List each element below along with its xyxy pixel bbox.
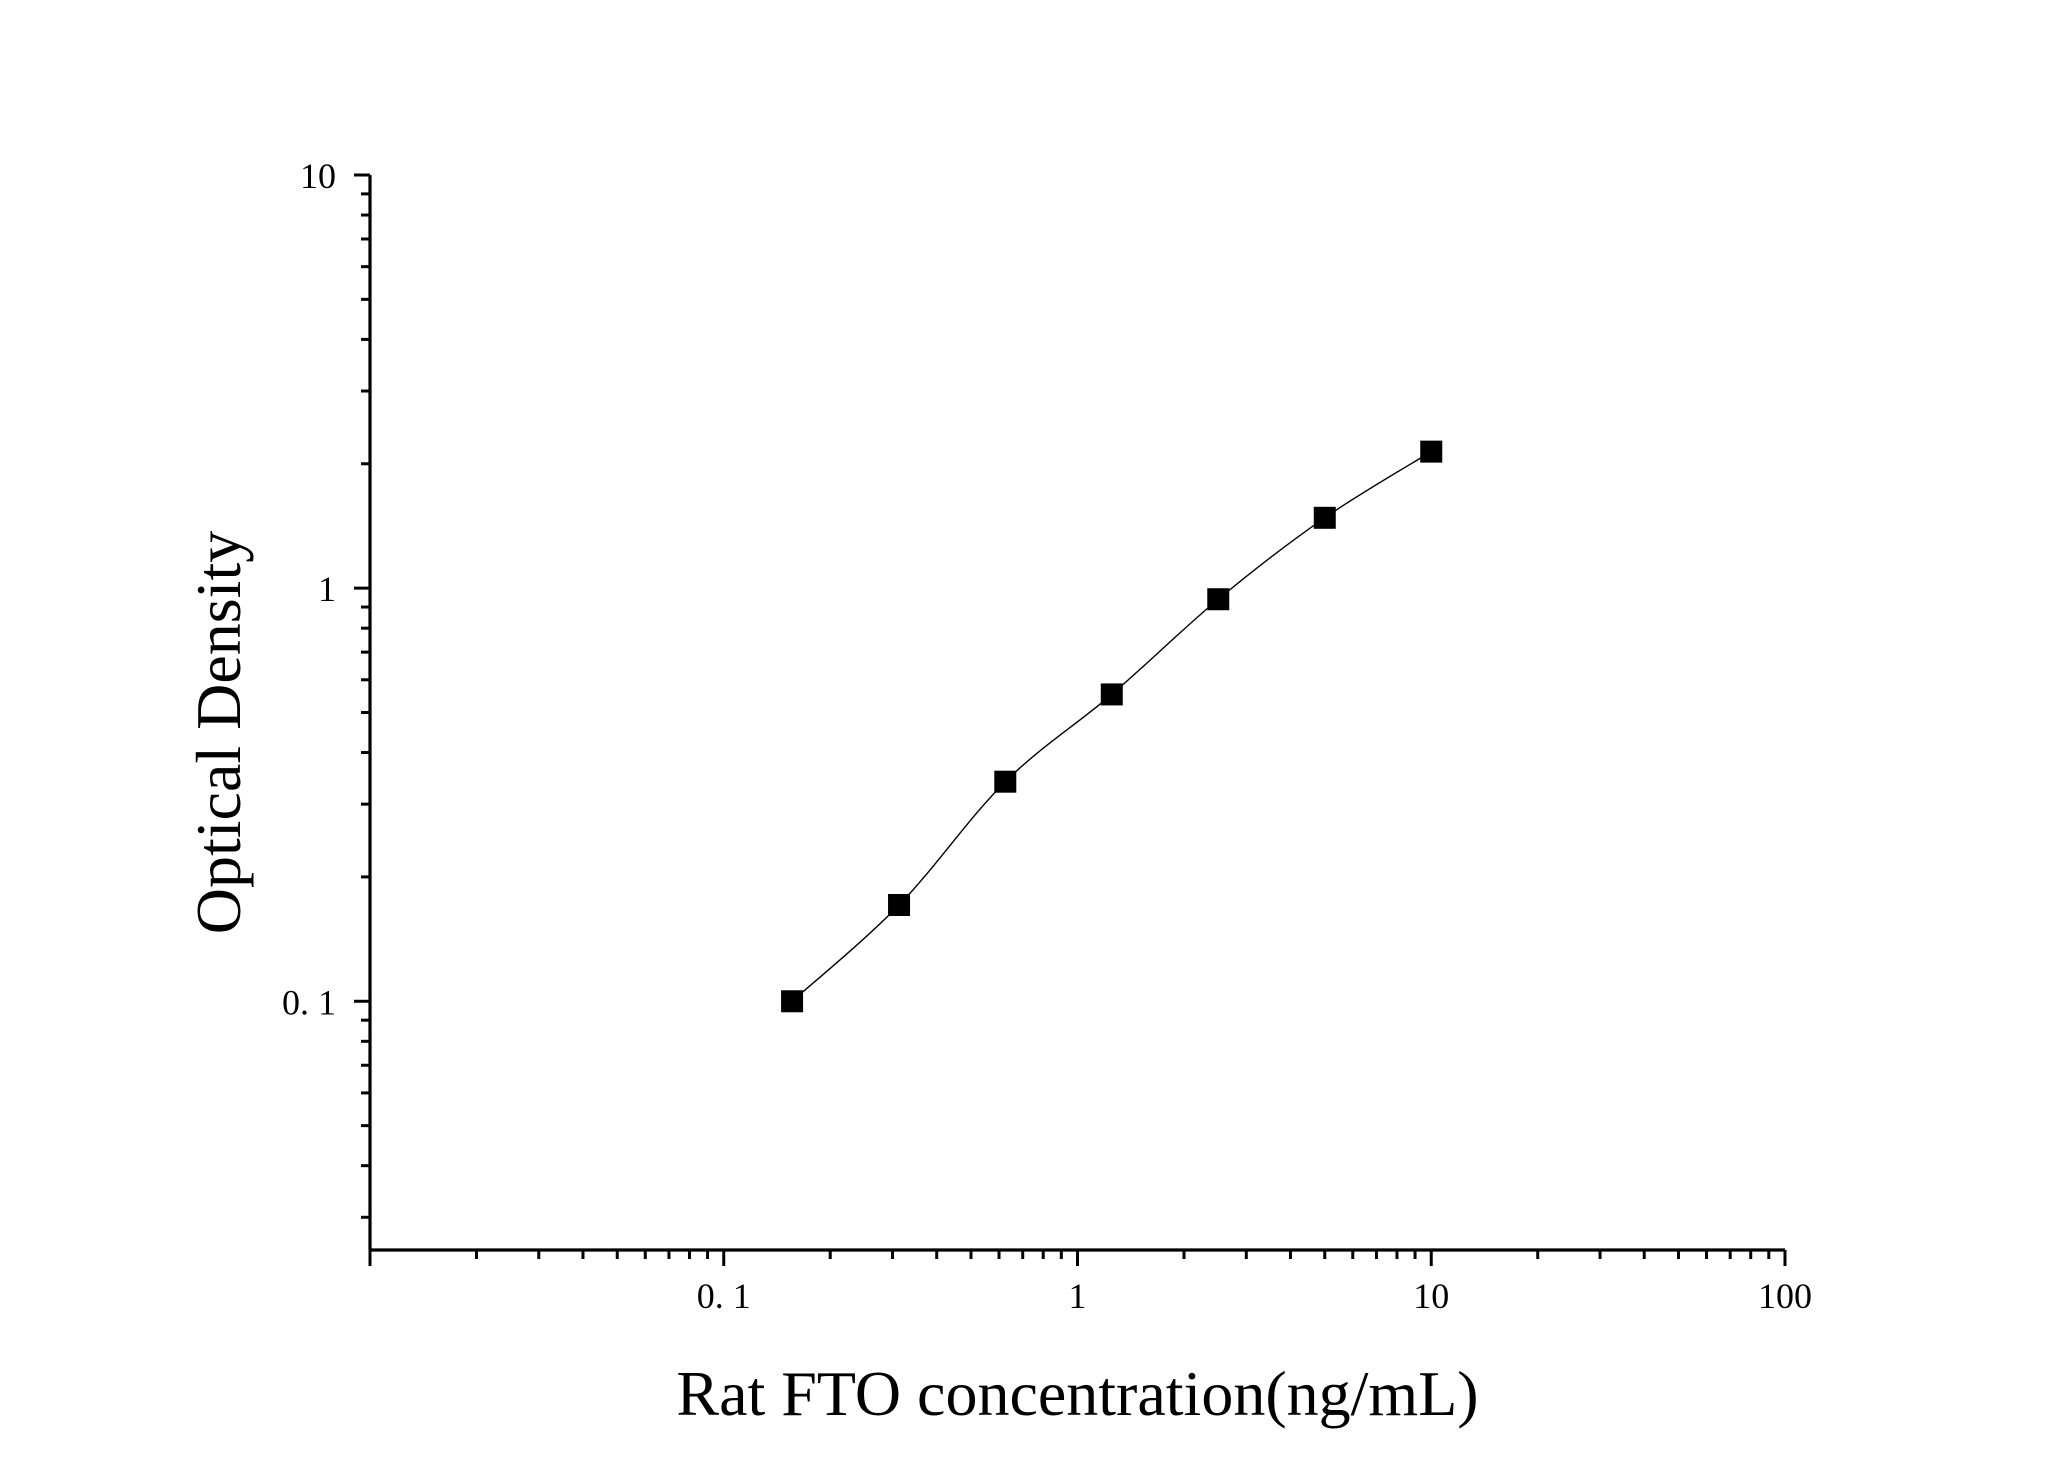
x-tick-label: 0. 1 <box>697 1276 751 1316</box>
x-tick-label: 10 <box>1413 1276 1449 1316</box>
y-tick-label: 0. 1 <box>282 982 336 1022</box>
data-points <box>781 440 1443 1013</box>
axes <box>368 175 1785 1252</box>
y-axis-title: Optical Density <box>183 531 254 934</box>
data-point <box>1313 506 1336 529</box>
fitted-curve <box>791 451 1432 1002</box>
data-point <box>1100 683 1123 706</box>
x-tick-label: 100 <box>1758 1276 1812 1316</box>
y-tick-label: 1 <box>318 569 336 609</box>
data-point <box>781 990 804 1013</box>
y-axis-tick-labels: 0. 1 1 10 <box>282 156 336 1022</box>
x-axis-ticks <box>368 1250 1787 1266</box>
data-point <box>1207 588 1230 611</box>
x-axis-tick-labels: 0. 1 1 10 100 <box>697 1276 1812 1316</box>
data-point <box>1420 440 1443 463</box>
x-axis-title: Rat FTO concentration(ng/mL) <box>676 1358 1478 1429</box>
data-point <box>888 894 911 917</box>
y-tick-label: 10 <box>300 156 336 196</box>
data-point <box>994 770 1017 793</box>
y-axis-ticks <box>354 173 370 1219</box>
x-tick-label: 1 <box>1069 1276 1087 1316</box>
